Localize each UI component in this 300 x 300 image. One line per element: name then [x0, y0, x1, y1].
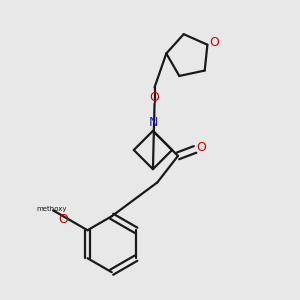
Text: N: N: [148, 116, 158, 128]
Text: O: O: [150, 91, 160, 104]
Text: O: O: [209, 36, 219, 49]
Text: O: O: [58, 213, 68, 226]
Text: O: O: [196, 141, 206, 154]
Text: methoxy: methoxy: [36, 206, 67, 212]
